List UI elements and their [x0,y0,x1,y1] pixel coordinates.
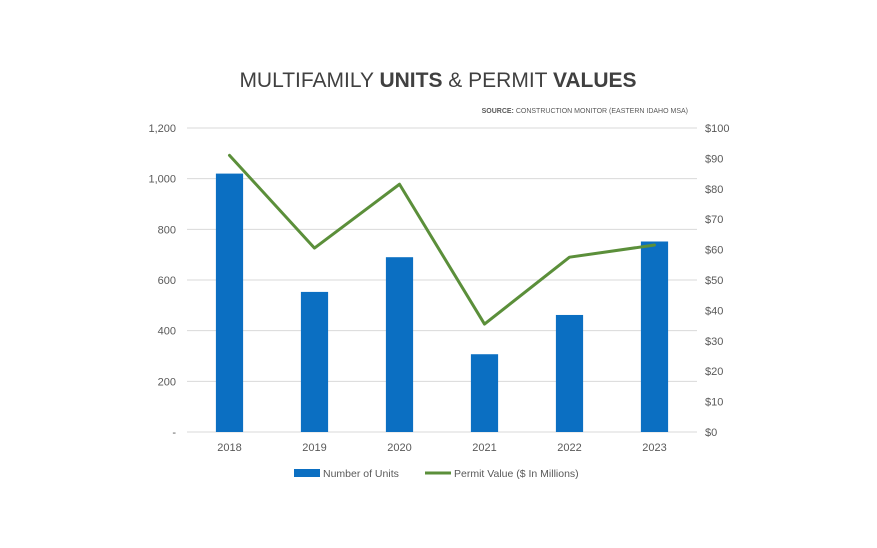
chart-source: SOURCE: CONSTRUCTION MONITOR (EASTERN ID… [482,108,688,115]
y-right-tick-label: $100 [705,123,729,135]
y-left-tick-label: - [172,427,176,439]
x-axis: 2018 2019 2020 2021 2022 2023 [217,442,666,454]
bar-2020 [385,257,414,432]
y-left-tick-label: 600 [158,275,176,287]
y-right-tick-label: $80 [705,184,723,196]
y-right-tick-label: $90 [705,153,723,165]
y-right-tick-label: $40 [705,305,723,317]
y-axis-right: $0 $10 $20 $30 $40 $50 $60 $70 $80 $90 $100 [705,123,729,439]
bar-2018 [215,173,244,432]
x-tick-label: 2019 [302,442,326,454]
bar-2019 [300,291,329,432]
permit-value-line [228,153,656,326]
chart-title-part-2: & PERMIT [442,69,552,92]
chart-title-part-3: VALUES [553,69,637,92]
x-tick-label: 2022 [557,442,581,454]
y-right-tick-label: $0 [705,427,717,439]
legend-swatch-units [294,469,320,477]
bar-2022 [555,314,584,432]
y-left-tick-label: 800 [158,224,176,236]
legend-label-permit: Permit Value ($ In Millions) [454,468,579,480]
y-left-tick-label: 1,200 [148,123,176,135]
y-right-tick-label: $50 [705,275,723,287]
x-tick-label: 2018 [217,442,241,454]
y-left-tick-label: 1,000 [148,174,176,186]
chart-title: MULTIFAMILY UNITS & PERMIT VALUES [239,69,636,92]
bar-2023 [640,241,669,432]
legend: Number of Units Permit Value ($ In Millio… [294,468,579,480]
line-series [228,153,656,326]
legend-label-units: Number of Units [323,468,399,480]
y-right-tick-label: $30 [705,336,723,348]
y-left-tick-label: 400 [158,326,176,338]
source-label: SOURCE: [482,108,514,115]
y-left-tick-label: 200 [158,376,176,388]
chart-title-part-1: UNITS [379,69,442,92]
chart-title-part-0: MULTIFAMILY [239,69,379,92]
y-right-tick-label: $20 [705,366,723,378]
x-tick-label: 2020 [387,442,411,454]
y-right-tick-label: $10 [705,397,723,409]
y-right-tick-label: $70 [705,214,723,226]
gridlines [187,127,697,433]
x-tick-label: 2023 [642,442,666,454]
bars [215,173,669,432]
y-right-tick-label: $60 [705,245,723,257]
y-axis-left: - 200 400 600 800 1,000 1,200 [148,123,176,439]
x-tick-label: 2021 [472,442,496,454]
bar-2021 [470,354,499,432]
source-text: CONSTRUCTION MONITOR (EASTERN IDAHO MSA) [514,108,688,115]
